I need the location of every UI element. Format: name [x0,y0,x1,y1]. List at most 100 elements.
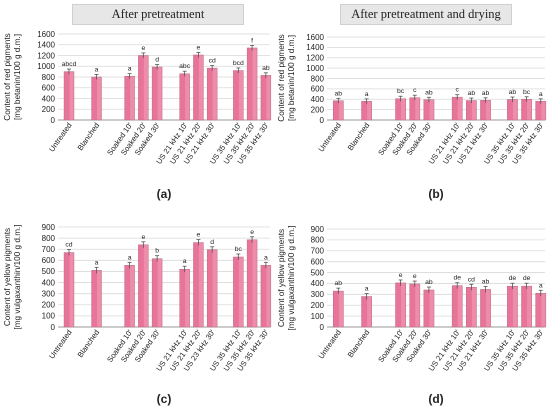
y-tick-label: 200 [311,301,325,310]
y-tick-label: 1400 [37,41,55,50]
significance-letter: ab [425,89,433,96]
significance-letter: ab [509,89,517,96]
y-axis-unit-label: [mg vulgaxanthin/100 g d.m.] [13,224,22,329]
bar-group [507,96,518,121]
bar [480,100,491,120]
y-tick-label: 300 [42,289,56,298]
y-tick-label: 400 [311,95,325,104]
y-tick-label: 400 [42,94,56,103]
bar-group [361,98,372,121]
bar-group [206,65,218,121]
significance-letter: a [539,91,543,98]
bar [260,75,271,120]
significance-letter: e [197,232,201,239]
significance-letter: a [128,254,132,261]
y-axis-unit-label: [mg vulgaxanthin/100 g d.m.] [287,225,296,330]
bar-group [332,97,344,121]
bar-highlight [157,258,163,327]
bar-highlight [212,249,218,327]
y-tick-label: 600 [42,84,56,93]
bar [395,282,406,327]
bar-highlight [69,252,74,327]
bar [260,265,271,327]
bar [64,252,74,327]
bar [138,55,149,120]
y-tick-label: 600 [42,256,56,265]
significance-letter: cd [468,276,475,283]
bar-highlight [401,98,406,120]
bar-highlight [143,244,149,327]
y-tick-label: 200 [42,301,56,310]
significance-letter: de [523,275,531,282]
significance-letter: b [155,248,159,255]
y-axis-label: Content of yellow pigments [277,229,286,327]
bar [480,289,491,327]
bar-group [409,280,421,328]
bar-highlight [512,286,518,327]
significance-letter: de [453,275,461,282]
bar-group [451,94,463,121]
bar-highlight [367,296,372,327]
bar [193,54,204,120]
bar-highlight [486,289,491,327]
significance-letter: e [141,45,145,52]
y-tick-label: 0 [51,116,56,125]
significance-letter: d [210,239,214,246]
bar-highlight [238,70,244,120]
significance-letter: f [251,37,253,44]
bar [138,244,149,327]
bar-group [63,68,75,121]
bar-group [91,74,102,121]
y-axis-unit-label: [mg betanin/100 g d.m.] [287,35,296,121]
header-after-pretreatment-and-drying: After pretreatment and drying [340,4,512,25]
bar [124,76,135,120]
panel-label: (a) [157,187,172,201]
bar-highlight [266,75,271,120]
bar-group [138,241,149,328]
significance-letter: e [413,273,417,280]
y-tick-label: 900 [42,223,56,232]
bar [333,291,344,327]
bar-group [193,51,204,121]
significance-letter: c [456,87,460,94]
bar-group [246,44,258,121]
significance-letter: a [95,259,99,266]
bar [452,285,463,327]
bar-highlight [252,239,258,327]
bar-highlight [130,265,135,327]
bar-highlight [130,76,135,120]
y-tick-label: 1000 [37,62,55,71]
bar [247,239,258,327]
y-tick-label: 1200 [306,54,324,63]
significance-letter: abc [179,63,191,70]
significance-letter: e [197,44,201,51]
y-tick-label: 100 [42,312,56,321]
significance-letter: e [250,229,254,236]
bar-group [332,287,344,328]
y-tick-label: 1000 [306,64,324,73]
bar [361,101,372,120]
significance-letter: bc [397,88,405,95]
bar-group [535,289,547,328]
bar-highlight [338,100,344,120]
y-tick-label: 800 [42,73,56,82]
panel-label: (c) [157,392,172,406]
y-tick-label: 1200 [37,51,55,60]
y-tick-label: 0 [51,323,56,332]
significance-letter: ab [482,278,490,285]
bar-group [138,52,149,121]
bar [152,67,163,120]
bar [521,99,532,120]
y-tick-label: 600 [311,257,325,266]
bar [535,293,546,327]
bar-group [206,246,218,328]
bar-highlight [429,99,435,120]
bar-group [179,265,190,328]
y-tick-label: 1600 [37,30,55,39]
bar-highlight [401,282,406,327]
bar [179,269,190,327]
bar [521,286,532,327]
bar [193,242,204,327]
